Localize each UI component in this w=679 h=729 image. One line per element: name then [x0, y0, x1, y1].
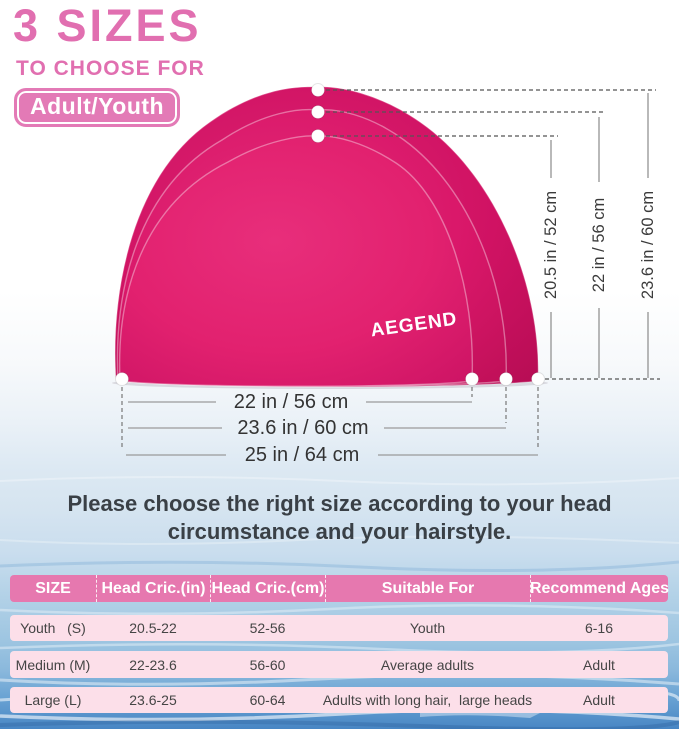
size-advice-line1: Please choose the right size according t… [67, 491, 612, 516]
size-advice-note: Please choose the right size according t… [0, 490, 679, 546]
column-header-size: SIZE [35, 579, 71, 597]
headline-subtitle: TO CHOOSE FOR [16, 57, 205, 80]
marker-dot-bottom-small [465, 372, 479, 386]
marker-dot-bottom-medium [499, 372, 513, 386]
cap-dimension-diagram: AEGEND 20.5 in / 52 cm 22 in / 56 cm 23.… [112, 83, 660, 466]
size-advice-line2: circumstance and your hairstyle. [167, 519, 512, 544]
audience-badge: Adult/Youth [14, 88, 181, 127]
column-header-recommend-ages: Recommend Ages [530, 575, 669, 602]
vertical-dimension-label: 23.6 in / 60 cm [639, 191, 657, 299]
horizontal-dimension-small: 22 in / 56 cm [128, 391, 472, 413]
cap-small [118, 135, 474, 387]
column-header-head-circ-in: Head Cric.(in) [96, 575, 210, 602]
cell-suitable-for: Average adults [380, 656, 475, 673]
marker-dot-bottom-left [115, 372, 129, 386]
horizontal-dimension-label: 25 in / 64 cm [245, 444, 360, 466]
horizontal-dimension-label: 23.6 in / 60 cm [237, 417, 368, 439]
size-table: SIZE Head Cric.(in) Head Cric.(cm) Suita… [10, 575, 669, 713]
vertical-dimension-medium: 22 in / 56 cm [590, 117, 608, 378]
vertical-dimension-small: 20.5 in / 52 cm [542, 140, 560, 378]
cell-head-circ-cm: 60-64 [249, 692, 286, 708]
vertical-dimension-large: 23.6 in / 60 cm [639, 93, 657, 378]
cell-head-circ-cm: 56-60 [249, 656, 286, 673]
cell-recommend-ages: 6-16 [584, 620, 614, 636]
marker-dot-top-large [311, 83, 325, 97]
horizontal-dimension-label: 22 in / 56 cm [234, 391, 349, 413]
horizontal-dimension-medium: 23.6 in / 60 cm [128, 417, 506, 439]
column-header-head-circ-cm: Head Cric.(cm) [210, 575, 325, 602]
marker-dots [115, 83, 545, 386]
vertical-dimension-label: 22 in / 56 cm [590, 198, 608, 292]
cell-size: Medium (M) [15, 656, 91, 673]
table-row-medium: Medium (M) 22-23.6 56-60 Average adults … [10, 651, 668, 678]
size-table-header: SIZE Head Cric.(in) Head Cric.(cm) Suita… [10, 575, 669, 602]
cell-recommend-ages: Adult [583, 656, 615, 673]
headline-title: 3 SIZES [13, 0, 202, 51]
cell-head-circ-in: 23.6-25 [129, 692, 177, 708]
marker-dot-top-small [311, 129, 325, 143]
cell-suitable-for: Youth [409, 620, 446, 636]
column-header-suitable-for: Suitable For [325, 575, 530, 602]
table-row-large: Large (L) 23.6-25 60-64 Adults with long… [10, 687, 668, 713]
marker-dot-top-medium [311, 105, 325, 119]
cell-head-circ-in: 20.5-22 [129, 620, 177, 636]
horizontal-dimension-large: 25 in / 64 cm [126, 444, 538, 466]
cell-head-circ-cm: 52-56 [249, 620, 286, 636]
marker-dot-bottom-large [531, 372, 545, 386]
cell-size: Youth (S) [20, 620, 86, 636]
vertical-dimension-label: 20.5 in / 52 cm [542, 191, 560, 299]
cell-size: Large (L) [24, 692, 82, 708]
cell-recommend-ages: Adult [583, 692, 615, 708]
cell-head-circ-in: 22-23.6 [129, 656, 177, 673]
table-row-youth: Youth (S) 20.5-22 52-56 Youth 6-16 [10, 615, 668, 641]
cell-suitable-for: Adults with long hair, large heads [322, 692, 533, 708]
